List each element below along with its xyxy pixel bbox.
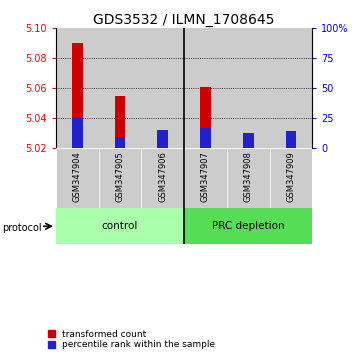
Text: protocol: protocol [2,223,42,233]
Bar [157,130,168,148]
Bar [184,28,227,148]
Bar [56,148,99,208]
Text: control: control [102,221,138,231]
Bar [72,43,83,148]
Bar [286,131,296,148]
Bar [243,145,253,148]
Bar [115,96,125,148]
Bar [157,145,168,148]
Bar [99,148,142,208]
Text: GSM347909: GSM347909 [286,151,295,202]
Bar [184,208,312,244]
Bar [227,28,270,148]
Bar [200,128,211,148]
Bar [270,28,312,148]
Text: GSM347906: GSM347906 [158,151,167,202]
Text: GSM347907: GSM347907 [201,151,210,202]
Bar [286,147,296,148]
Bar [184,148,227,208]
Bar [142,28,184,148]
Text: GSM347908: GSM347908 [244,151,253,202]
Bar [99,28,142,148]
Text: GSM347905: GSM347905 [116,151,125,202]
Text: PRC depletion: PRC depletion [212,221,284,231]
Bar [72,118,83,148]
Bar [56,208,184,244]
Text: GSM347904: GSM347904 [73,151,82,202]
Legend: transformed count, percentile rank within the sample: transformed count, percentile rank withi… [48,330,216,349]
Bar [56,28,99,148]
Bar [227,148,270,208]
Title: GDS3532 / ILMN_1708645: GDS3532 / ILMN_1708645 [93,13,275,27]
Bar [142,148,184,208]
Bar [270,148,312,208]
Bar [115,137,125,148]
Bar [243,133,253,148]
Bar [200,87,211,148]
